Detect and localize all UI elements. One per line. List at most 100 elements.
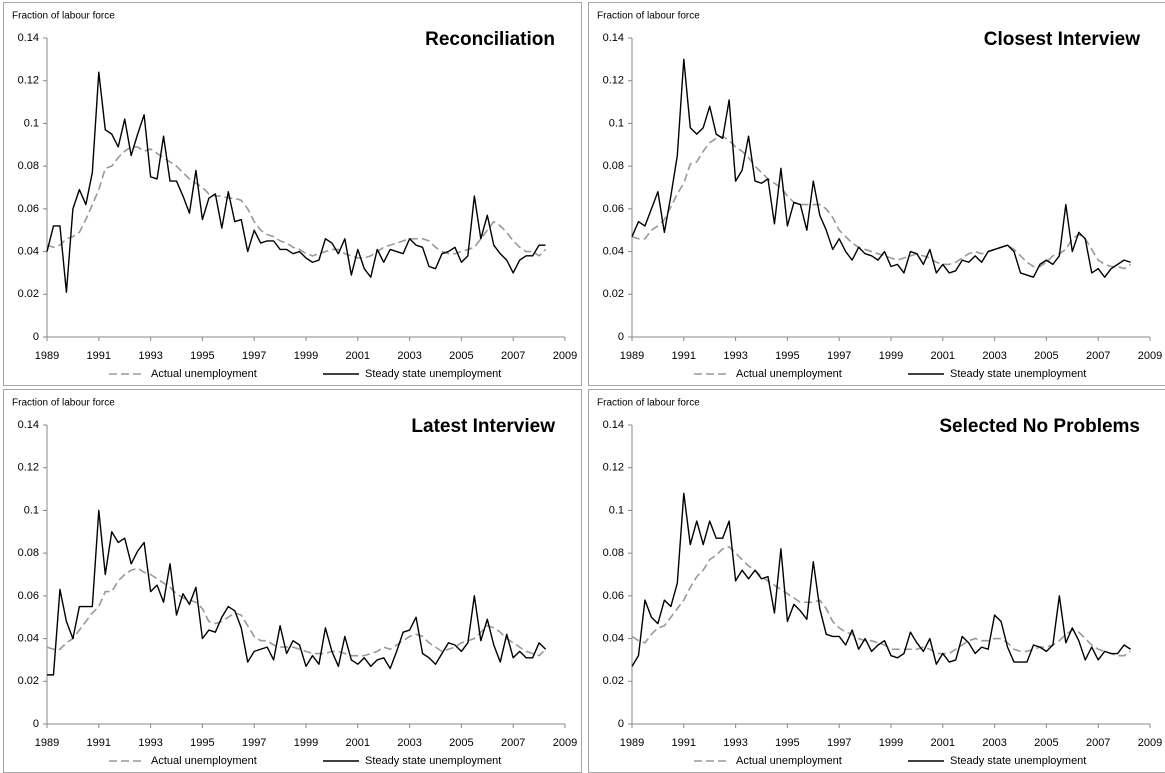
- panel-frame: [3, 2, 582, 386]
- legend-label: Steady state unemployment: [365, 368, 501, 380]
- y-tick-label: 0.04: [603, 245, 624, 257]
- y-tick-label: 0.08: [18, 160, 39, 172]
- legend-label: Actual unemployment: [151, 755, 257, 767]
- y-tick-label: 0.1: [609, 117, 624, 129]
- x-tick-label: 1989: [620, 737, 644, 749]
- x-tick-label: 1993: [138, 737, 162, 749]
- x-tick-label: 2009: [553, 350, 577, 362]
- y-tick-label: 0.08: [603, 160, 624, 172]
- x-tick-label: 1991: [87, 350, 111, 362]
- y-tick-label: 0.14: [18, 419, 39, 431]
- x-tick-label: 1989: [620, 350, 644, 362]
- x-tick-label: 2003: [397, 350, 421, 362]
- x-tick-label: 2007: [1086, 737, 1110, 749]
- y-tick-label: 0.12: [18, 462, 39, 474]
- y-tick-label: 0.06: [603, 590, 624, 602]
- y-tick-label: 0.02: [18, 675, 39, 687]
- chart-panel: Fraction of labour force Closest Intervie…: [588, 2, 1165, 386]
- x-tick-label: 1991: [87, 737, 111, 749]
- y-tick-label: 0.04: [603, 632, 624, 644]
- x-tick-label: 2001: [931, 350, 955, 362]
- x-tick-label: 1995: [190, 737, 214, 749]
- legend-label: Steady state unemployment: [950, 755, 1086, 767]
- x-tick-label: 2005: [449, 350, 473, 362]
- x-tick-label: 1997: [242, 350, 266, 362]
- panel-frame: [588, 2, 1165, 386]
- x-tick-label: 1993: [723, 737, 747, 749]
- series-line: [631, 58, 1131, 278]
- x-tick-label: 2005: [1034, 350, 1058, 362]
- panel-frame: [3, 389, 582, 773]
- series-line: [46, 71, 546, 293]
- legend-label: Steady state unemployment: [950, 368, 1086, 380]
- y-tick-label: 0.12: [603, 462, 624, 474]
- x-tick-label: 1997: [242, 737, 266, 749]
- x-tick-label: 2009: [1138, 737, 1162, 749]
- y-tick-label: 0: [33, 331, 39, 343]
- y-axis-label: Fraction of labour force: [12, 398, 115, 409]
- series-line: [631, 492, 1131, 667]
- x-tick-label: 1997: [827, 350, 851, 362]
- series-line: [631, 135, 1132, 270]
- legend-label: Actual unemployment: [736, 755, 842, 767]
- x-tick-label: 1999: [294, 737, 318, 749]
- x-tick-label: 2005: [1034, 737, 1058, 749]
- y-tick-label: 0.14: [603, 419, 624, 431]
- legend-label: Steady state unemployment: [365, 755, 501, 767]
- y-tick-label: 0.1: [24, 504, 39, 516]
- x-tick-label: 2003: [982, 350, 1006, 362]
- x-tick-label: 1989: [35, 737, 59, 749]
- x-tick-label: 1991: [672, 350, 696, 362]
- x-tick-label: 1995: [190, 350, 214, 362]
- y-tick-label: 0.14: [603, 32, 624, 44]
- series-line: [46, 567, 547, 657]
- y-axis-label: Fraction of labour force: [597, 398, 700, 409]
- x-tick-label: 1989: [35, 350, 59, 362]
- x-tick-label: 2001: [346, 350, 370, 362]
- y-tick-label: 0.08: [18, 547, 39, 559]
- y-axis-label: Fraction of labour force: [597, 11, 700, 22]
- y-tick-label: 0: [618, 718, 624, 730]
- series-line: [46, 146, 547, 259]
- x-tick-label: 1997: [827, 737, 851, 749]
- y-tick-label: 0.12: [18, 75, 39, 87]
- y-axis-label: Fraction of labour force: [12, 11, 115, 22]
- x-tick-label: 2007: [1086, 350, 1110, 362]
- x-tick-label: 2003: [982, 737, 1006, 749]
- y-tick-label: 0.04: [18, 245, 39, 257]
- chart-panel: Fraction of labour force Latest Interview…: [3, 389, 582, 773]
- y-tick-label: 0.1: [24, 117, 39, 129]
- legend-label: Actual unemployment: [151, 368, 257, 380]
- y-tick-label: 0.02: [18, 288, 39, 300]
- y-tick-label: 0.06: [18, 590, 39, 602]
- y-tick-label: 0.12: [603, 75, 624, 87]
- x-tick-label: 2003: [397, 737, 421, 749]
- chart-title: Selected No Problems: [939, 416, 1140, 437]
- x-tick-label: 1995: [775, 350, 799, 362]
- x-tick-label: 1991: [672, 737, 696, 749]
- series-line: [631, 545, 1132, 657]
- x-tick-label: 2001: [931, 737, 955, 749]
- y-tick-label: 0.06: [18, 203, 39, 215]
- series-line: [47, 509, 547, 676]
- y-tick-label: 0.06: [603, 203, 624, 215]
- x-tick-label: 1995: [775, 737, 799, 749]
- chart-panel: Fraction of labour force Reconciliation 0 0…: [3, 2, 582, 386]
- y-tick-label: 0.08: [603, 547, 624, 559]
- panel-frame: [588, 389, 1165, 773]
- y-tick-label: 0.02: [603, 675, 624, 687]
- x-tick-label: 1999: [879, 350, 903, 362]
- x-tick-label: 1999: [879, 737, 903, 749]
- y-tick-label: 0.02: [603, 288, 624, 300]
- chart-panel: Fraction of labour force Selected No Prob…: [588, 389, 1165, 773]
- x-tick-label: 2001: [346, 737, 370, 749]
- x-tick-label: 2009: [553, 737, 577, 749]
- chart-title: Closest Interview: [984, 29, 1140, 50]
- y-tick-label: 0.14: [18, 32, 39, 44]
- x-tick-label: 1999: [294, 350, 318, 362]
- x-tick-label: 2007: [501, 737, 525, 749]
- x-tick-label: 2009: [1138, 350, 1162, 362]
- x-tick-label: 2005: [449, 737, 473, 749]
- y-tick-label: 0.04: [18, 632, 39, 644]
